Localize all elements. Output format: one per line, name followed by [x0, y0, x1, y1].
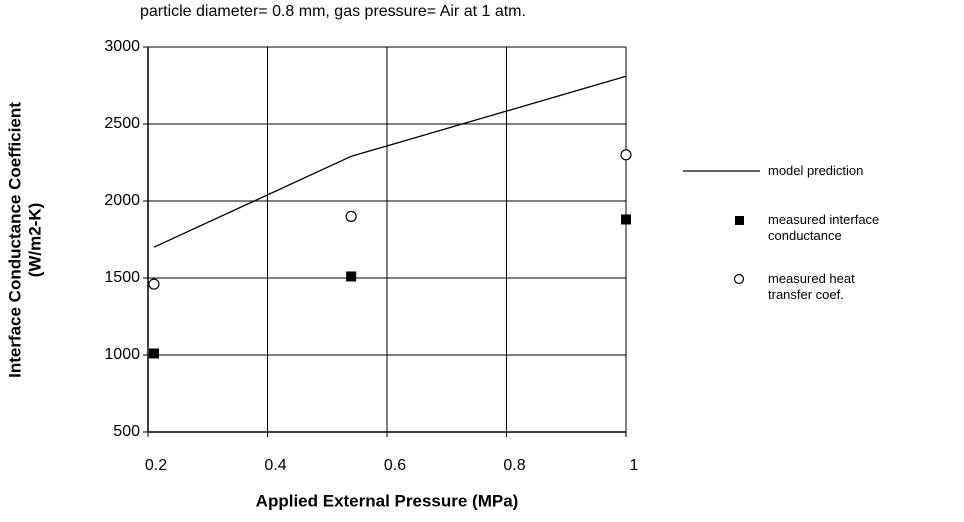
y-tick-label: 3000	[104, 38, 140, 55]
y-tick-label: 2000	[104, 192, 140, 209]
legend-label: model prediction	[768, 163, 864, 178]
legend-label: measured heat transfer coef.	[768, 271, 855, 302]
legend-swatch	[735, 216, 744, 225]
x-axis-label: Applied External Pressure (MPa)	[256, 491, 519, 510]
line	[153, 75, 627, 248]
x-tick-label: 0.2	[145, 457, 167, 474]
x-tick-label: 0.6	[384, 457, 406, 474]
legend-label: measured interface conductance	[768, 212, 880, 243]
y-axis-label: (W/m2-K)	[25, 203, 44, 278]
y-tick-label: 1500	[104, 269, 140, 286]
y-tick-label: 1000	[104, 346, 140, 363]
y-axis-label: Interface Conductance Coefficient	[5, 102, 24, 378]
point	[345, 210, 357, 222]
point	[621, 214, 631, 225]
x-tick-label: 0.8	[503, 457, 525, 474]
point	[346, 271, 357, 282]
point	[620, 149, 632, 161]
x-tick-label: 0.4	[264, 457, 286, 474]
legend-swatch	[733, 273, 745, 285]
point	[148, 348, 159, 359]
point	[148, 278, 160, 290]
y-tick-label: 500	[113, 423, 140, 440]
chart-title: particle diameter= 0.8 mm, gas pressure=…	[140, 3, 526, 20]
y-tick-label: 2500	[104, 115, 140, 132]
x-tick-label: 1	[630, 457, 639, 474]
